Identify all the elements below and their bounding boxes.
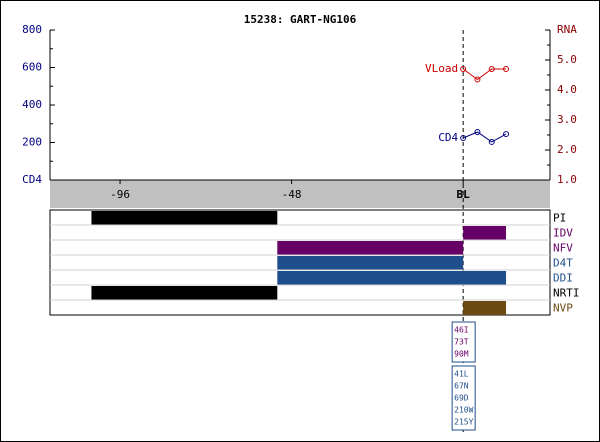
y-tick-label: CD4 (22, 173, 42, 186)
y-tick-label: 800 (22, 23, 42, 36)
y-tick-label: 400 (22, 98, 42, 111)
drug-label: IDV (553, 227, 573, 240)
drug-panel (49, 209, 551, 316)
y2-tick-label: 5.0 (557, 53, 577, 66)
data-point (460, 135, 467, 141)
drug-bar (91, 211, 278, 225)
y2-tick-label: 3.0 (557, 113, 577, 126)
drug-bar (463, 301, 507, 315)
data-point (460, 66, 467, 72)
data-point (488, 138, 495, 145)
drug-bar (91, 286, 278, 300)
y2-tick-label: 4.0 (557, 83, 577, 96)
mutation-label: 215Y (454, 418, 473, 427)
drug-bar (277, 256, 464, 270)
mutation-box (451, 321, 476, 363)
mutation-box (451, 365, 476, 431)
data-point (488, 66, 495, 72)
series-label: CD4 (438, 131, 458, 144)
data-point (503, 66, 510, 72)
drug-label: D4T (553, 257, 573, 270)
drug-bar (463, 226, 507, 240)
y-tick-label: 600 (22, 61, 42, 74)
drug-label: NFV (553, 242, 573, 255)
drug-bar (277, 241, 464, 255)
data-point (474, 129, 481, 135)
mutation-label: 90M (454, 350, 469, 359)
series-label: VLoad (425, 62, 458, 75)
series-line (462, 68, 507, 81)
drug-label: PI (553, 212, 566, 225)
drug-bar (277, 271, 507, 285)
mutation-label: 41L (454, 370, 469, 379)
y2-tick-label: 2.0 (557, 143, 577, 156)
y2-tick-label: 1.0 (557, 173, 577, 186)
y-tick-label: 200 (22, 136, 42, 149)
data-point (474, 76, 481, 83)
y2-tick-label: RNA (557, 23, 577, 36)
mutation-label: 46I (454, 326, 469, 335)
drug-label: NRTI (553, 287, 580, 300)
drug-label: NVP (553, 302, 573, 315)
mutation-label: 210W (454, 406, 473, 415)
drug-label: DDI (553, 272, 573, 285)
series-line (462, 131, 507, 143)
mutation-label: 73T (454, 338, 469, 347)
data-point (503, 131, 510, 138)
x-tick-label: -96 (110, 188, 130, 201)
chart-title: 15238: GART-NG106 (244, 13, 357, 26)
x-axis-band (50, 180, 550, 208)
x-tick-label: -48 (282, 188, 302, 201)
mutation-label: 69D (454, 394, 469, 403)
mutation-label: 67N (454, 382, 469, 391)
